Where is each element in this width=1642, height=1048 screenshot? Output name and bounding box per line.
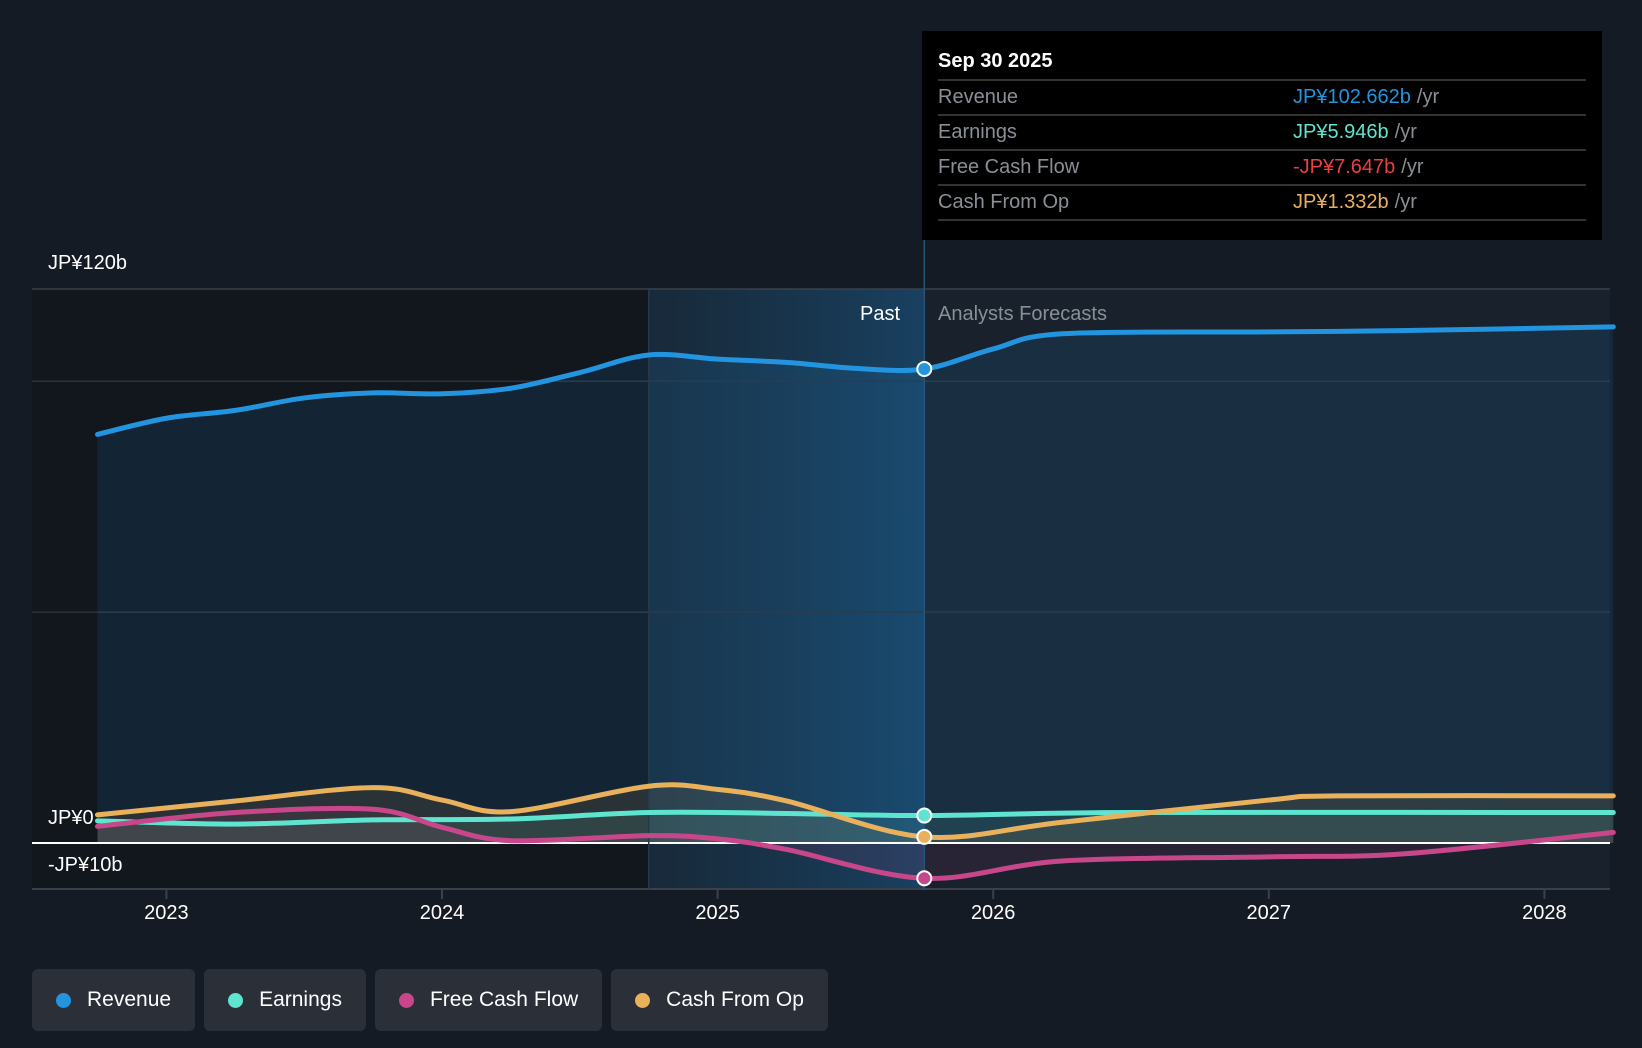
legend-revenue[interactable]: Revenue (32, 969, 196, 1031)
x-label-2028: 2028 (1522, 902, 1567, 924)
area-revenue (97, 326, 1614, 843)
line-cash-from-op (95, 782, 1616, 840)
legend-free-cash-flow[interactable]: Free Cash Flow (374, 969, 603, 1031)
x-label-2023: 2023 (144, 902, 189, 924)
y-label-0: JP¥0 (48, 807, 94, 829)
x-label-2027: 2027 (1246, 902, 1292, 924)
tooltip-row: Revenue JP¥102.662b/yr (938, 81, 1586, 116)
tooltip-label: Earnings (938, 121, 1017, 143)
tooltip-label: Free Cash Flow (938, 156, 1080, 178)
legend-earnings[interactable]: Earnings (204, 969, 366, 1031)
point-earnings (916, 807, 933, 824)
legend-cash-from-op[interactable]: Cash From Op (611, 969, 828, 1031)
tooltip-value: JP¥1.332b (1293, 191, 1389, 213)
chart-plot (32, 240, 1616, 899)
y-label-minus10: -JP¥10b (48, 854, 123, 876)
tooltip-label: Cash From Op (938, 191, 1070, 213)
point-cash-from-op (916, 828, 933, 845)
legend-label: Cash From Op (666, 988, 804, 1011)
past-region (648, 289, 925, 889)
line-free-cash-flow (95, 805, 1616, 881)
legend-dot-icon (56, 992, 71, 1008)
forecast-region (924, 289, 1610, 889)
legend-dot-icon (635, 992, 651, 1008)
forecast-label: Analysts Forecasts (938, 303, 1107, 325)
legend-label: Earnings (259, 988, 342, 1011)
tooltip: Sep 30 2025 Revenue JP¥102.662b/yr Earning… (922, 31, 1602, 240)
point-revenue (916, 361, 933, 378)
x-label-2024: 2024 (419, 902, 465, 924)
tooltip-unit: /yr (1394, 191, 1417, 213)
tooltip-label: Revenue (938, 86, 1019, 108)
tooltip-date: Sep 30 2025 (938, 45, 1586, 81)
tooltip-unit: /yr (1401, 156, 1424, 178)
line-revenue (95, 324, 1616, 437)
legend: Revenue Earnings Free Cash Flow Cash From O… (32, 969, 828, 1031)
legend-dot-icon (228, 992, 244, 1008)
area-cash-from-op (97, 784, 1614, 843)
tooltip-row: Earnings JP¥5.946b/yr (938, 116, 1586, 151)
tooltip-value: -JP¥7.647b (1293, 156, 1396, 178)
tooltip-unit: /yr (1416, 86, 1440, 108)
tooltip-value: JP¥102.662b (1293, 86, 1411, 108)
legend-label: Revenue (87, 988, 172, 1011)
tooltip-unit: /yr (1394, 121, 1417, 143)
past-label: Past (860, 303, 901, 325)
tooltip-row: Free Cash Flow -JP¥7.647b/yr (938, 151, 1586, 186)
legend-dot-icon (398, 992, 414, 1008)
y-label-120: JP¥120b (48, 252, 127, 274)
tooltip-row: Cash From Op JP¥1.332b/yr (938, 186, 1586, 221)
point-free-cash-flow (916, 870, 933, 887)
x-label-2026: 2026 (970, 902, 1016, 924)
legend-label: Free Cash Flow (429, 988, 579, 1011)
x-label-2025: 2025 (695, 902, 740, 924)
tooltip-value: JP¥5.946b (1293, 121, 1389, 143)
